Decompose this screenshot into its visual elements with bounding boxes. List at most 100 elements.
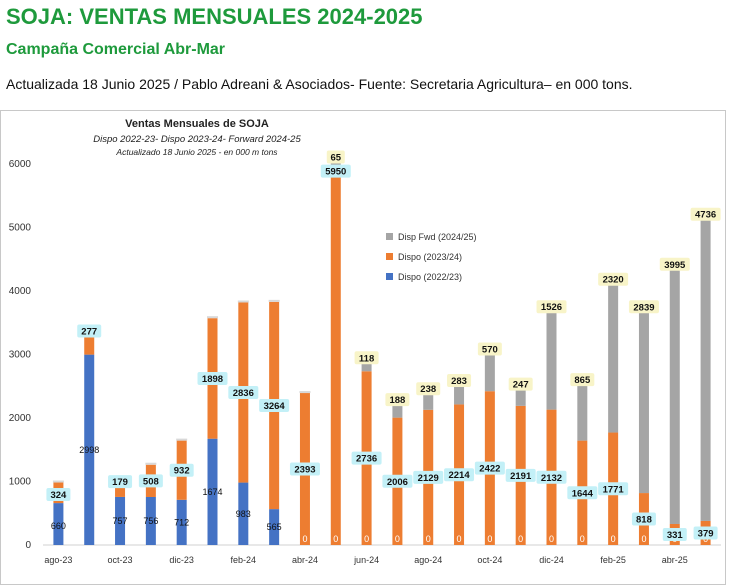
- bar-segment-s2: [700, 220, 711, 521]
- y-tick-label: 1000: [9, 477, 32, 488]
- label-dispo-2023-24-box: [567, 486, 598, 500]
- legend-swatch: [386, 253, 393, 260]
- label-fwd-2024-25: 238: [420, 384, 436, 395]
- chart-container: Ventas Mensuales de SOJA Dispo 2022-23- …: [0, 110, 726, 585]
- label-dispo-2022-23: 757: [113, 516, 128, 526]
- bar-segment-s2: [515, 390, 526, 406]
- bar-segment-s0: [176, 499, 187, 545]
- label-fwd-2024-25-box: [416, 382, 441, 396]
- label-dispo-2022-23: 0: [611, 534, 616, 544]
- bar-segment-s2: [361, 363, 372, 372]
- legend-swatch: [386, 273, 393, 280]
- label-fwd-2024-25-box: [354, 351, 379, 365]
- label-dispo-2023-24: 2422: [479, 464, 500, 475]
- page-title: SOJA: VENTAS MENSUALES 2024-2025: [6, 4, 423, 29]
- label-dispo-2022-23: 0: [364, 534, 369, 544]
- label-dispo-2023-24-box: [413, 470, 444, 484]
- x-tick-label: oct-23: [108, 555, 133, 565]
- bar-segment-s2: [454, 386, 465, 405]
- x-tick-label: dic-24: [539, 555, 564, 565]
- x-tick-label: ago-24: [414, 555, 442, 565]
- label-dispo-2022-23: 0: [580, 534, 585, 544]
- label-fwd-2024-25: 65: [330, 153, 341, 164]
- label-dispo-2023-24: 2129: [418, 473, 439, 484]
- label-fwd-2024-25-box: [477, 342, 502, 356]
- legend-label: Dispo (2022/23): [398, 272, 462, 282]
- label-dispo-2023-24-box: [138, 474, 163, 488]
- label-fwd-2024-25-box: [447, 373, 472, 387]
- label-dispo-2023-24: 818: [636, 515, 652, 526]
- label-dispo-2023-24: 2191: [510, 471, 532, 482]
- label-dispo-2023-24: 3264: [264, 401, 286, 412]
- label-dispo-2023-24: 2393: [294, 465, 315, 476]
- stacked-bar-chart: Ventas Mensuales de SOJA Dispo 2022-23- …: [9, 118, 721, 565]
- x-tick-label: feb-24: [231, 555, 257, 565]
- label-dispo-2022-23: 756: [143, 516, 158, 526]
- x-tick-label: ago-23: [44, 555, 72, 565]
- label-fwd-2024-25: 283: [451, 376, 467, 387]
- label-fwd-2024-25: 3995: [664, 260, 686, 271]
- bar-segment-s2: [546, 312, 557, 410]
- bar-cap: [268, 299, 280, 302]
- label-dispo-2023-24-box: [197, 371, 228, 385]
- label-dispo-2022-23: 0: [395, 534, 400, 544]
- bar-segment-s2: [638, 312, 649, 494]
- bar-cap: [176, 438, 188, 441]
- label-fwd-2024-25: 247: [513, 380, 529, 391]
- chart-subtitle-2: Actualizado 18 Junio 2025 - en 000 m ton…: [115, 147, 278, 157]
- label-dispo-2023-24: 2736: [356, 454, 377, 465]
- label-dispo-2022-23: 0: [333, 534, 338, 544]
- label-fwd-2024-25: 4736: [695, 210, 716, 221]
- bar-segment-s2: [423, 394, 434, 410]
- label-dispo-2023-24-box: [46, 488, 71, 502]
- bar-segment-s0: [269, 509, 280, 545]
- label-dispo-2023-24: 2006: [387, 477, 408, 488]
- label-fwd-2024-25: 2320: [603, 275, 624, 286]
- bar-segment-s2: [577, 385, 588, 441]
- label-dispo-2023-24-box: [351, 451, 382, 465]
- label-dispo-2023-24: 331: [667, 530, 684, 541]
- bar-cap: [145, 462, 157, 465]
- label-dispo-2023-24-box: [77, 324, 102, 338]
- label-dispo-2023-24: 2132: [541, 473, 562, 484]
- label-fwd-2024-25: 1526: [541, 302, 562, 313]
- label-dispo-2023-24: 1898: [202, 374, 223, 385]
- bar-segment-s0: [115, 496, 126, 545]
- label-dispo-2023-24-box: [444, 468, 475, 482]
- label-fwd-2024-25-box: [570, 373, 595, 387]
- label-dispo-2022-23: 0: [302, 534, 307, 544]
- label-fwd-2024-25: 2839: [633, 302, 654, 313]
- bar-segment-s2: [608, 285, 619, 433]
- label-fwd-2024-25-box: [385, 393, 410, 407]
- chart-subtitle: Dispo 2022-23- Dispo 2023-24- Forward 20…: [93, 134, 301, 145]
- label-fwd-2024-25: 570: [482, 345, 498, 356]
- bar-segment-s2: [484, 355, 495, 392]
- legend-swatch: [386, 233, 393, 240]
- label-dispo-2023-24-box: [505, 468, 536, 482]
- label-dispo-2023-24-box: [693, 526, 718, 540]
- label-dispo-2022-23: 1674: [202, 487, 222, 497]
- x-tick-label: oct-24: [477, 555, 502, 565]
- y-tick-label: 0: [25, 540, 31, 551]
- label-dispo-2022-23: 983: [236, 509, 251, 519]
- bar-segment-s1: [115, 485, 126, 497]
- bar-segment-s0: [207, 438, 218, 545]
- label-dispo-2022-23: 660: [51, 521, 66, 531]
- label-dispo-2022-23: 2998: [79, 445, 99, 455]
- label-fwd-2024-25-box: [326, 150, 345, 164]
- label-dispo-2023-24: 179: [112, 477, 128, 488]
- y-tick-label: 3000: [9, 350, 32, 361]
- label-dispo-2022-23: 712: [174, 517, 189, 527]
- label-fwd-2024-25: 118: [359, 353, 374, 364]
- label-dispo-2022-23: 565: [267, 522, 282, 532]
- label-dispo-2022-23: 0: [518, 534, 523, 544]
- label-dispo-2023-24-box: [474, 461, 505, 475]
- bar-segment-s0: [84, 354, 95, 545]
- label-dispo-2022-23: 0: [487, 534, 492, 544]
- label-fwd-2024-25-box: [508, 377, 533, 391]
- label-dispo-2023-24: 1771: [603, 484, 625, 495]
- legend-label: Dispo (2023/24): [398, 252, 462, 262]
- label-dispo-2023-24-box: [108, 475, 133, 489]
- label-dispo-2023-24-box: [259, 398, 290, 412]
- bar-cap: [207, 316, 218, 319]
